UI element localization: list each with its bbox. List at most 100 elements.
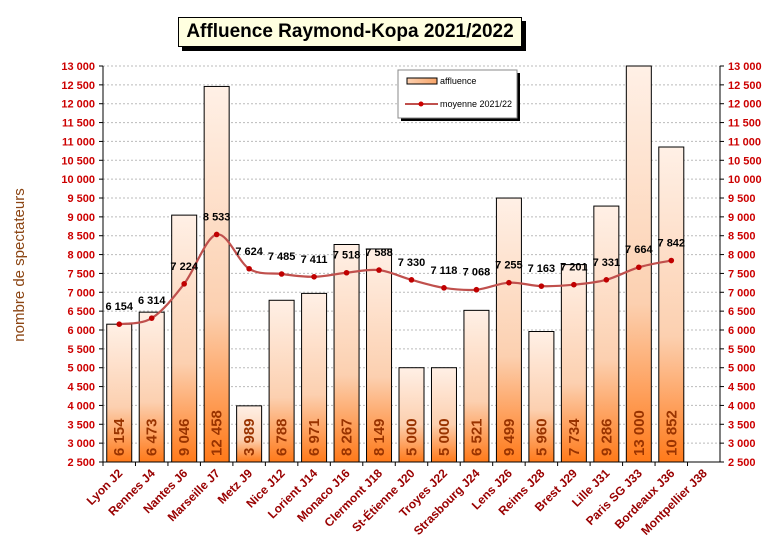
legend-swatch-affluence bbox=[406, 77, 438, 85]
average-point bbox=[311, 273, 317, 280]
average-point bbox=[116, 321, 123, 327]
bar-value-label: 5 000 bbox=[436, 418, 453, 456]
average-point bbox=[148, 315, 155, 321]
y-tick-label-right: 8 000 bbox=[728, 250, 756, 262]
average-value-label: 7 588 bbox=[365, 247, 393, 259]
y-tick-label-right: 12 500 bbox=[728, 80, 762, 92]
average-value-label: 6 154 bbox=[105, 301, 133, 313]
average-point bbox=[506, 279, 512, 286]
y-tick-label-right: 9 000 bbox=[728, 212, 756, 224]
bar-value-label: 8 267 bbox=[339, 418, 356, 456]
bar bbox=[528, 331, 555, 463]
y-tick-label: 4 500 bbox=[67, 382, 95, 394]
bar bbox=[203, 85, 230, 463]
y-tick-label-right: 10 000 bbox=[728, 174, 762, 186]
bar bbox=[398, 367, 425, 463]
average-point bbox=[213, 231, 220, 238]
average-value-label: 7 068 bbox=[463, 267, 491, 279]
legend-label-moyenne: moyenne 2021/22 bbox=[440, 99, 512, 109]
y-tick-label: 9 000 bbox=[67, 212, 95, 224]
y-tick-label: 11 000 bbox=[62, 136, 95, 148]
y-tick-label-right: 2 500 bbox=[728, 457, 756, 469]
y-tick-label-right: 6 500 bbox=[728, 306, 756, 318]
bar bbox=[593, 205, 620, 463]
y-tick-label: 9 500 bbox=[67, 193, 95, 205]
average-point bbox=[376, 267, 382, 273]
average-value-label: 7 842 bbox=[658, 238, 686, 250]
y-tick-label-right: 13 000 bbox=[728, 61, 762, 73]
bar-value-label: 12 458 bbox=[209, 410, 226, 456]
y-tick-label-right: 12 000 bbox=[728, 99, 762, 111]
y-tick-label-right: 10 500 bbox=[728, 155, 762, 167]
y-tick-label: 10 000 bbox=[61, 174, 95, 186]
bar-value-label: 5 960 bbox=[533, 418, 550, 456]
bar-value-label: 6 154 bbox=[111, 418, 128, 456]
y-tick-label: 11 500 bbox=[62, 118, 95, 130]
y-tick-label-right: 4 500 bbox=[728, 382, 756, 394]
bar-value-label: 3 989 bbox=[241, 418, 258, 456]
y-tick-label-right: 11 500 bbox=[728, 118, 761, 130]
y-tick-label-right: 9 500 bbox=[728, 193, 756, 205]
bar bbox=[171, 214, 198, 463]
average-value-label: 7 411 bbox=[301, 254, 328, 266]
y-tick-label-right: 7 000 bbox=[728, 287, 756, 299]
average-point bbox=[636, 264, 642, 271]
chart-title: Affluence Raymond-Kopa 2021/2022 bbox=[178, 17, 522, 47]
average-point bbox=[278, 271, 285, 277]
average-value-label: 6 314 bbox=[138, 295, 166, 307]
y-tick-label: 8 000 bbox=[67, 250, 95, 262]
average-point bbox=[571, 281, 577, 288]
legend-label-affluence: affluence bbox=[440, 76, 476, 86]
bar bbox=[106, 323, 133, 463]
y-tick-label-right: 5 500 bbox=[728, 344, 756, 356]
bar-value-label: 9 499 bbox=[501, 418, 518, 456]
bar-value-label: 5 000 bbox=[404, 418, 421, 456]
average-value-label: 8 533 bbox=[203, 211, 231, 223]
bar-value-label: 9 046 bbox=[176, 418, 193, 456]
bar-value-label: 10 852 bbox=[663, 410, 680, 456]
y-tick-label: 2 500 bbox=[67, 457, 95, 469]
average-value-label: 7 201 bbox=[560, 262, 588, 274]
bar-value-label: 6 521 bbox=[468, 418, 485, 456]
average-value-label: 7 255 bbox=[495, 260, 523, 272]
y-tick-label: 13 000 bbox=[61, 61, 95, 73]
y-tick-label: 7 000 bbox=[67, 287, 95, 299]
bar bbox=[658, 146, 685, 463]
y-tick-label: 6 000 bbox=[67, 325, 95, 337]
average-point bbox=[246, 265, 252, 272]
bar bbox=[366, 248, 393, 463]
y-tick-label-right: 11 000 bbox=[728, 136, 761, 148]
average-value-label: 7 331 bbox=[593, 257, 621, 269]
bar-value-label: 13 000 bbox=[631, 410, 648, 456]
y-tick-label-right: 8 500 bbox=[728, 231, 756, 243]
average-value-label: 7 224 bbox=[170, 261, 198, 273]
bar-value-label: 7 734 bbox=[566, 418, 583, 456]
y-tick-label: 10 500 bbox=[61, 155, 95, 167]
y-tick-label-right: 3 500 bbox=[728, 419, 756, 431]
average-point bbox=[538, 283, 545, 289]
y-tick-label: 12 000 bbox=[61, 99, 95, 111]
y-tick-label-right: 6 000 bbox=[728, 325, 756, 337]
average-point bbox=[668, 257, 675, 264]
bar bbox=[625, 65, 652, 463]
average-value-label: 7 330 bbox=[398, 257, 426, 269]
y-tick-label: 8 500 bbox=[67, 231, 95, 243]
average-point bbox=[603, 277, 610, 283]
bar-value-label: 9 286 bbox=[598, 418, 615, 456]
average-value-label: 7 624 bbox=[235, 246, 263, 258]
bar bbox=[560, 264, 587, 463]
y-tick-label: 3 000 bbox=[67, 438, 95, 450]
y-tick-label: 3 500 bbox=[67, 419, 95, 431]
average-value-label: 7 518 bbox=[333, 250, 361, 262]
y-tick-label-right: 7 500 bbox=[728, 268, 756, 280]
average-value-label: 7 485 bbox=[268, 251, 296, 263]
average-point bbox=[181, 281, 187, 287]
bar-value-label: 6 971 bbox=[306, 418, 323, 456]
bar-value-label: 6 473 bbox=[144, 418, 161, 456]
average-value-label: 7 118 bbox=[431, 265, 458, 277]
average-point bbox=[473, 286, 480, 293]
y-tick-label: 6 500 bbox=[67, 306, 95, 318]
bar bbox=[463, 309, 490, 463]
y-tick-label: 7 500 bbox=[67, 268, 95, 280]
